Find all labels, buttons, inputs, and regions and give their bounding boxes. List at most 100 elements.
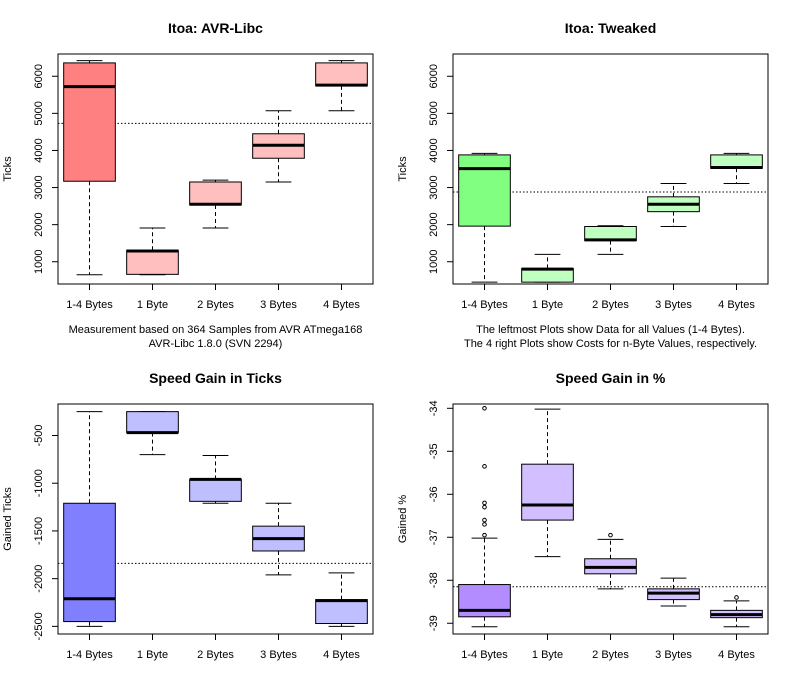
x-tick-label: 2 Bytes	[197, 299, 234, 311]
x-tick-label: 4 Bytes	[718, 299, 755, 311]
outlier-point	[482, 500, 487, 506]
box-iqr	[521, 463, 574, 521]
box-1	[458, 405, 511, 628]
box-5	[710, 595, 763, 628]
box-3	[584, 532, 637, 590]
outlier-point	[608, 532, 613, 538]
box-4	[647, 182, 700, 227]
box-iqr	[315, 599, 368, 625]
box-2	[521, 408, 574, 558]
x-tick-label: 4 Bytes	[323, 649, 360, 661]
box-4	[647, 577, 700, 607]
x-tick-label: 1 Byte	[137, 649, 168, 661]
y-axis-label: Gained Ticks	[2, 487, 14, 551]
y-tick-label: 2000	[428, 212, 440, 236]
y-tick-label: 6000	[33, 64, 45, 88]
box-iqr	[189, 478, 242, 502]
box-5	[315, 60, 368, 112]
x-tick-label: 4 Bytes	[323, 299, 360, 311]
y-tick-label: -1500	[33, 517, 45, 545]
box-3	[584, 225, 637, 255]
box-1	[63, 60, 116, 276]
x-tick-label: 2 Bytes	[592, 649, 629, 661]
box-5	[315, 572, 368, 627]
box-iqr	[126, 411, 179, 434]
outlier-point	[482, 532, 487, 538]
x-tick-label: 1 Byte	[532, 649, 563, 661]
y-tick-label: 1000	[428, 249, 440, 273]
y-axis-label: Ticks	[2, 156, 14, 182]
box-3	[189, 179, 242, 229]
y-tick-label: 1000	[33, 249, 45, 273]
y-tick-label: 5000	[428, 101, 440, 125]
outlier-point	[482, 405, 487, 411]
x-tick-label: 3 Bytes	[655, 299, 692, 311]
box-iqr	[458, 154, 511, 227]
box-1	[458, 152, 511, 283]
chart-note: AVR-Libc 1.8.0 (SVN 2294)	[149, 338, 283, 350]
x-tick-label: 1-4 Bytes	[461, 299, 508, 311]
y-tick-label: -2500	[33, 612, 45, 640]
x-tick-label: 1-4 Bytes	[66, 649, 113, 661]
y-tick-label: 4000	[428, 138, 440, 162]
box-iqr	[458, 584, 511, 618]
y-tick-label: -2000	[33, 565, 45, 593]
x-tick-label: 4 Bytes	[718, 649, 755, 661]
chart-panel-2: Itoa: Tweaked Ticks 1000 2000 3000 4000 5000 60…	[397, 20, 769, 350]
y-tick-label: -38	[428, 572, 440, 588]
x-tick-label: 3 Bytes	[260, 299, 297, 311]
chart-note: The leftmost Plots show Data for all Val…	[476, 324, 745, 336]
y-tick-label: -39	[428, 615, 440, 631]
y-tick-label: 2000	[33, 212, 45, 236]
x-tick-label: 1-4 Bytes	[461, 649, 508, 661]
x-tick-label: 1-4 Bytes	[66, 299, 113, 311]
outlier-point	[482, 504, 487, 510]
box-iqr	[126, 249, 179, 275]
chart-note: Measurement based on 364 Samples from AV…	[69, 324, 363, 336]
plot-frame	[57, 53, 374, 285]
y-tick-label: 4000	[33, 138, 45, 162]
box-iqr	[189, 181, 242, 206]
y-tick-label: -36	[428, 486, 440, 502]
y-axis-label: Ticks	[397, 156, 409, 182]
chart-title: Speed Gain in %	[556, 370, 666, 386]
box-1	[63, 411, 116, 627]
y-tick-label: -1000	[33, 469, 45, 497]
chart-title: Itoa: AVR-Libc	[168, 20, 263, 36]
x-tick-label: 1 Byte	[532, 299, 563, 311]
plot-frame	[57, 403, 374, 635]
box-4	[252, 110, 305, 183]
y-tick-label: 3000	[428, 175, 440, 199]
box-2	[521, 253, 574, 283]
y-tick-label: 3000	[33, 175, 45, 199]
chart-title: Speed Gain in Ticks	[149, 370, 282, 386]
outlier-point	[482, 464, 487, 469]
y-tick-label: -35	[428, 443, 440, 459]
plot-frame	[452, 53, 769, 285]
y-tick-label: -34	[428, 400, 440, 416]
chart-panel-4: Speed Gain in % Gained % -39 -38 -37 -36 -35 -3…	[397, 370, 769, 661]
chart-panel-3: Speed Gain in Ticks Gained Ticks -2500 -200…	[2, 370, 374, 661]
box-iqr	[63, 502, 116, 623]
box-2	[126, 227, 179, 276]
box-4	[252, 502, 305, 576]
outlier-point	[482, 522, 487, 527]
box-2	[126, 411, 179, 456]
outlier-point	[482, 517, 487, 523]
plot-frame	[452, 403, 769, 635]
box-3	[189, 455, 242, 504]
chart-note: The 4 right Plots show Costs for n-Byte …	[464, 338, 757, 350]
x-tick-label: 2 Bytes	[197, 649, 234, 661]
x-tick-label: 3 Bytes	[260, 649, 297, 661]
box-iqr	[315, 62, 368, 87]
box-5	[710, 152, 763, 184]
x-tick-label: 2 Bytes	[592, 299, 629, 311]
chart-panel-1: Itoa: AVR-Libc Ticks 1000 2000 3000 4000 5000 6…	[2, 20, 374, 350]
box-iqr	[63, 62, 116, 182]
y-tick-label: -37	[428, 529, 440, 545]
outlier-point	[734, 595, 739, 600]
y-axis-label: Gained %	[397, 495, 409, 544]
y-tick-label: 6000	[428, 64, 440, 88]
